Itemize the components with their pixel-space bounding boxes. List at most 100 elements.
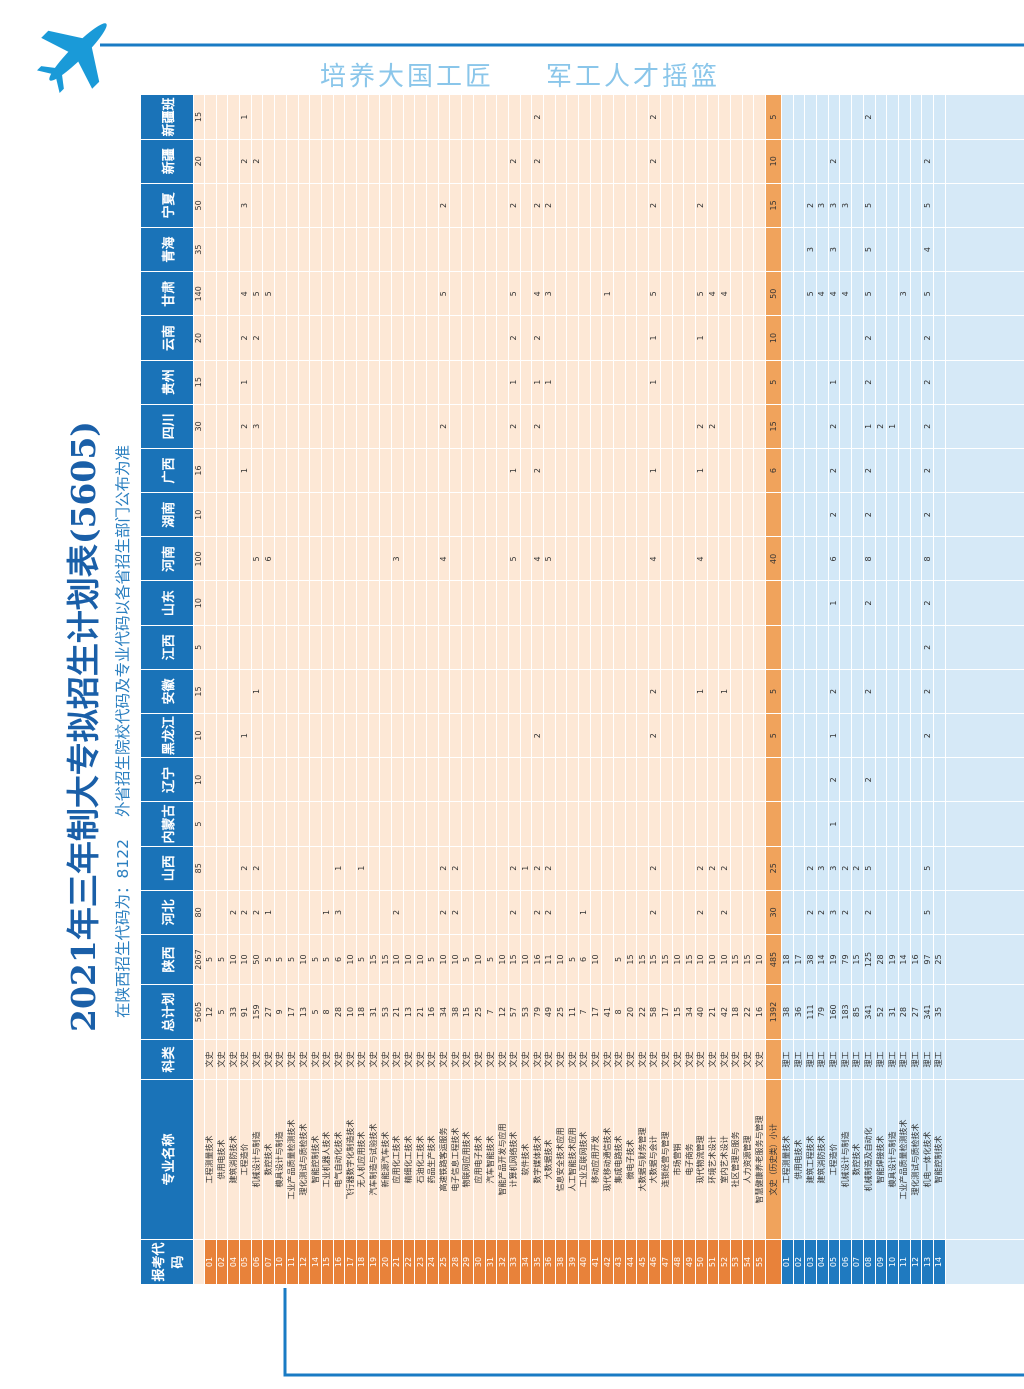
value-cell: [379, 183, 392, 228]
value-cell: [227, 360, 240, 405]
value-cell: 4: [816, 271, 829, 316]
code-cell: 03: [804, 1239, 817, 1285]
value-cell: [262, 360, 275, 405]
value-cell: [613, 404, 626, 449]
value-cell: [875, 801, 887, 847]
value-cell: [753, 139, 766, 184]
value-cell: [414, 669, 427, 714]
value-cell: 10: [391, 934, 404, 985]
value-cell: [839, 536, 852, 581]
filler-cell: [945, 183, 1024, 228]
value-cell: 5: [286, 934, 298, 985]
filler-cell: [945, 1239, 1024, 1285]
value-cell: [274, 492, 287, 537]
column-header: 内蒙古: [140, 801, 194, 847]
value-cell: [793, 846, 805, 891]
value-cell: [601, 95, 614, 140]
value-cell: 2: [863, 492, 875, 537]
value-cell: [793, 625, 805, 670]
value-cell: 7: [485, 984, 497, 1040]
value-cell: 文史: [473, 1039, 485, 1080]
value-cell: 2: [828, 492, 840, 537]
value-cell: 1: [531, 360, 544, 405]
name-cell: 应用电子技术: [473, 1079, 485, 1240]
value-cell: [875, 315, 887, 361]
column-header: 陕西: [140, 934, 194, 985]
value-cell: [730, 581, 743, 626]
value-cell: [344, 757, 357, 802]
value-cell: 2: [438, 846, 450, 891]
value-cell: [426, 581, 439, 626]
name-cell: 建筑工程技术: [804, 1079, 817, 1240]
value-cell: [262, 669, 275, 714]
value-cell: [601, 713, 614, 758]
value-cell: [742, 271, 754, 316]
value-cell: 22: [636, 984, 649, 1040]
value-cell: [933, 581, 946, 626]
value-cell: [227, 581, 240, 626]
value-cell: [204, 271, 217, 316]
arts-row: 53 社区管理与服务 文史 18 15: [730, 95, 743, 1285]
value-cell: 2: [707, 846, 719, 891]
value-cell: [461, 492, 474, 537]
value-cell: [933, 183, 946, 228]
arts-row: 24 药品生产技术 文史 16 5: [426, 95, 439, 1285]
value-cell: [485, 315, 497, 361]
value-cell: [473, 669, 485, 714]
value-cell: 文史: [449, 1039, 462, 1080]
value-cell: 理工: [839, 1039, 852, 1080]
value-cell: [707, 360, 719, 405]
value-cell: 1: [578, 890, 591, 935]
value-cell: 15: [742, 934, 754, 985]
value-cell: [851, 581, 864, 626]
value-cell: [765, 801, 782, 847]
value-cell: [239, 227, 252, 272]
value-cell: [216, 448, 228, 493]
value-cell: [625, 492, 637, 537]
value-cell: [636, 315, 649, 361]
value-cell: [461, 536, 474, 581]
value-cell: 文史: [333, 1039, 345, 1080]
arts-row: 11 工业产品质量检测技术 文史 17 5: [286, 95, 298, 1285]
value-cell: [426, 404, 439, 449]
value-cell: [933, 713, 946, 758]
value-cell: 3: [239, 183, 252, 228]
value-cell: 4: [531, 271, 544, 316]
arts-row: 16 电气自动化技术 文史 28 6 3 1: [333, 95, 345, 1285]
value-cell: [742, 448, 754, 493]
value-cell: [216, 669, 228, 714]
value-cell: [344, 404, 357, 449]
value-cell: 6: [262, 536, 275, 581]
value-cell: 2: [921, 404, 934, 449]
value-cell: 10: [193, 581, 205, 626]
value-cell: [438, 801, 450, 847]
value-cell: [286, 271, 298, 316]
value-cell: 16: [753, 984, 766, 1040]
value-cell: [368, 271, 380, 316]
value-cell: [216, 536, 228, 581]
value-cell: [403, 448, 415, 493]
value-cell: [485, 139, 497, 184]
science-row: 09 智能焊接技术 理工 52 28 2: [875, 95, 887, 1285]
value-cell: 2: [449, 846, 462, 891]
value-cell: [816, 492, 829, 537]
value-cell: [660, 404, 672, 449]
value-cell: [781, 492, 794, 537]
value-cell: [309, 139, 322, 184]
value-cell: [742, 713, 754, 758]
value-cell: 2: [531, 448, 544, 493]
value-cell: [636, 801, 649, 847]
name-cell: 工业机器人技术: [321, 1079, 334, 1240]
value-cell: [508, 625, 521, 670]
value-cell: [531, 581, 544, 626]
value-cell: [496, 360, 509, 405]
value-cell: 4: [648, 536, 661, 581]
value-cell: [356, 227, 369, 272]
value-cell: [910, 95, 922, 140]
value-cell: 10: [239, 934, 252, 985]
value-cell: [707, 669, 719, 714]
value-cell: [543, 139, 556, 184]
value-cell: [648, 757, 661, 802]
value-cell: [356, 492, 369, 537]
value-cell: [625, 183, 637, 228]
